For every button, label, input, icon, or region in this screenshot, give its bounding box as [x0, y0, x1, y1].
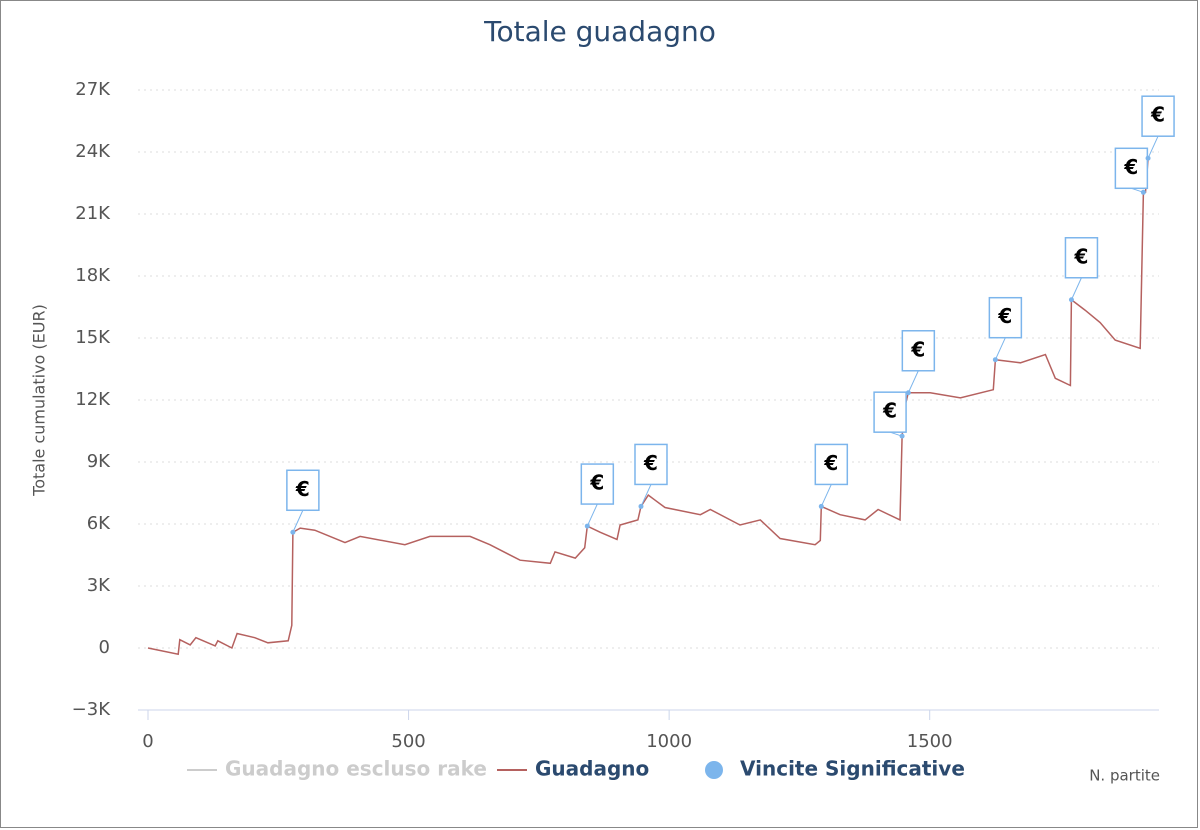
flag-label: €	[823, 451, 838, 475]
legend-label[interactable]: Guadagno escluso rake	[225, 757, 487, 781]
flag-connector	[586, 503, 598, 527]
x-tick-label: 0	[142, 731, 153, 752]
legend-label[interactable]: Vincite Significative	[740, 757, 965, 781]
y-tick-label: −3K	[72, 699, 112, 720]
y-tick-label: 12K	[75, 389, 111, 410]
flag-label: €	[643, 451, 658, 475]
flag-point	[584, 523, 590, 529]
flag-point	[1068, 297, 1074, 303]
flag-point	[1140, 189, 1146, 195]
flag-box	[814, 443, 849, 486]
x-tick-label: 500	[391, 731, 425, 752]
legend-label[interactable]: Guadagno	[535, 757, 649, 781]
flag-box	[286, 469, 320, 512]
flag-point	[290, 529, 296, 535]
y-tick-label: 27K	[75, 79, 111, 100]
flag-point	[992, 357, 998, 363]
y-tick-label: 6K	[87, 513, 111, 534]
flag-box	[634, 443, 668, 486]
y-tick-label: 24K	[75, 141, 111, 162]
flag-connector	[1070, 277, 1082, 300]
flag-box	[901, 330, 936, 372]
flag-connector	[640, 484, 652, 507]
line	[147, 158, 1149, 656]
flag-label: €	[1123, 155, 1138, 179]
chart-title: Totale guadagno	[483, 15, 716, 48]
flag-point	[1145, 155, 1151, 161]
flag-label: €	[910, 337, 925, 361]
flag-label: €	[589, 471, 604, 495]
flag-connector	[907, 370, 919, 393]
flag-point	[899, 433, 905, 439]
x-tick-label: 1000	[646, 731, 692, 752]
flag-box	[1141, 95, 1175, 137]
y-tick-label: 15K	[75, 327, 111, 348]
flag-box	[988, 296, 1023, 339]
flag-box	[873, 391, 907, 433]
x-axis-title: N. partite	[1089, 767, 1160, 785]
flag-box	[1064, 237, 1099, 279]
y-tick-label: 3K	[87, 575, 111, 596]
y-tick-label: 18K	[75, 265, 111, 286]
flag-point	[905, 390, 911, 396]
flag-connector	[292, 510, 304, 533]
flag-point	[818, 503, 824, 509]
y-tick-label: 0	[99, 637, 110, 658]
flag-box	[580, 463, 615, 505]
x-tick-label: 1500	[907, 731, 953, 752]
flag-label: €	[295, 477, 310, 501]
y-tick-label: 9K	[87, 451, 111, 472]
flag-connector	[1147, 135, 1159, 159]
flag-label: €	[882, 399, 897, 423]
y-tick-label: 21K	[75, 203, 111, 224]
flag-point	[638, 503, 644, 509]
flag-label: €	[1150, 103, 1165, 127]
flag-connector	[820, 484, 832, 507]
flag-label: €	[1073, 244, 1088, 268]
flag-connector	[994, 337, 1006, 360]
flag-label: €	[997, 304, 1012, 328]
y-axis-title: Totale cumulativo (EUR)	[30, 304, 49, 497]
flag-box	[1114, 147, 1149, 190]
legend-symbol	[705, 761, 723, 779]
